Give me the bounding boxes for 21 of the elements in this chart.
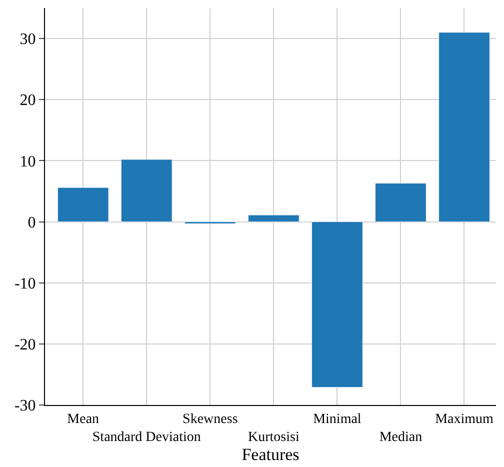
y-tick-label: -30 [14, 398, 36, 415]
y-tick-label: -10 [14, 275, 36, 292]
bar [120, 159, 172, 222]
bar [57, 187, 109, 222]
bar [248, 214, 300, 222]
x-tick-label: Maximum [435, 412, 494, 427]
bar [438, 32, 490, 222]
y-tick-label: 0 [28, 214, 36, 232]
y-tick-label: 10 [20, 153, 36, 170]
y-tick-label: 20 [20, 92, 36, 110]
x-tick-label: Mean [67, 412, 100, 427]
x-tick-label: Standard Deviation [92, 430, 201, 445]
x-axis-title: Features [242, 445, 300, 464]
x-tick-label: Minimal [313, 412, 362, 427]
x-tick-label: Median [379, 430, 422, 445]
y-tick-label: 30 [20, 31, 36, 48]
x-tick-label: Skewness [182, 412, 238, 427]
bar [375, 183, 426, 222]
x-tick-label: Kurtosisi [248, 430, 300, 445]
bar [312, 222, 363, 388]
y-tick-label: -20 [14, 336, 36, 354]
